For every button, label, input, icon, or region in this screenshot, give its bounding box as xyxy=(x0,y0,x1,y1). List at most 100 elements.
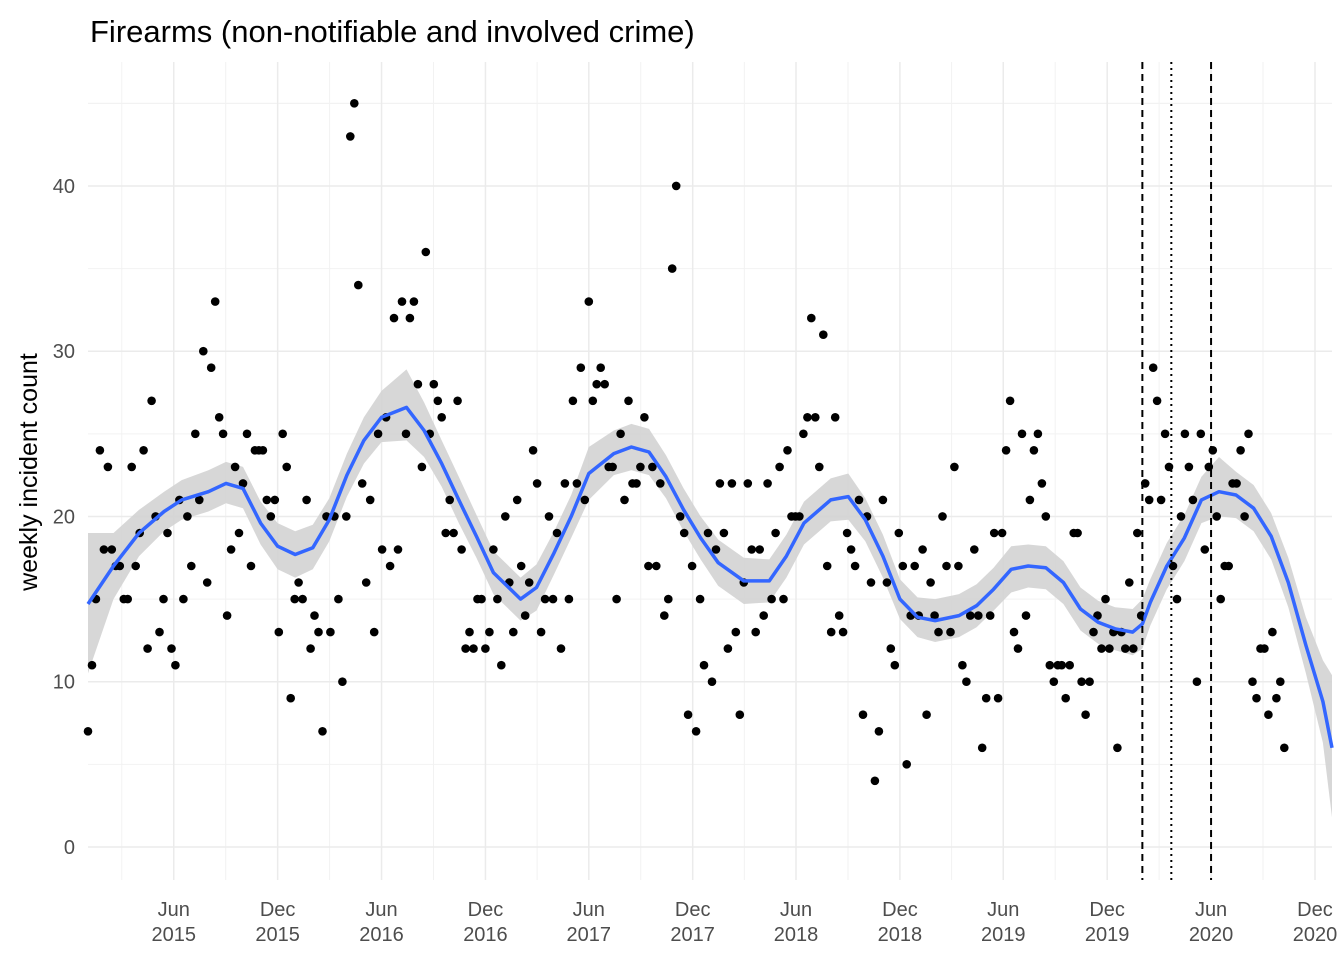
data-point xyxy=(624,396,633,406)
y-tick-label: 30 xyxy=(53,341,75,363)
data-point xyxy=(572,479,582,488)
data-points xyxy=(83,99,1289,786)
data-point xyxy=(501,512,510,521)
data-point xyxy=(850,561,860,571)
chart-title: Firearms (non-notifiable and involved cr… xyxy=(90,14,695,49)
data-point xyxy=(520,611,530,620)
data-point xyxy=(1248,677,1257,686)
data-point xyxy=(127,462,136,472)
data-point xyxy=(536,627,546,637)
data-point xyxy=(413,379,423,389)
data-point xyxy=(1009,627,1019,637)
data-point xyxy=(1013,644,1023,653)
data-point xyxy=(457,545,466,554)
data-point xyxy=(1260,644,1269,653)
data-point xyxy=(687,561,697,571)
x-tick-month-label: Dec xyxy=(260,899,296,921)
data-point xyxy=(191,429,200,439)
data-point xyxy=(644,561,653,571)
data-point xyxy=(421,247,431,257)
data-point xyxy=(954,561,963,571)
data-point xyxy=(799,429,808,439)
data-point xyxy=(1077,677,1086,686)
x-tick-year-label: 2016 xyxy=(359,924,404,946)
data-point xyxy=(775,462,784,472)
data-point xyxy=(318,727,327,736)
data-point xyxy=(445,495,455,505)
data-point xyxy=(703,528,713,538)
data-point xyxy=(993,693,1003,703)
data-point xyxy=(326,627,335,637)
data-point xyxy=(1156,495,1166,505)
data-point xyxy=(1272,693,1281,703)
data-point xyxy=(842,528,852,538)
data-point xyxy=(711,545,721,554)
data-point xyxy=(234,528,244,538)
grid-major xyxy=(88,62,1332,880)
data-point xyxy=(910,561,919,571)
data-point xyxy=(350,99,359,108)
data-point xyxy=(600,379,609,389)
data-point xyxy=(294,578,303,587)
data-point xyxy=(592,379,601,389)
data-point xyxy=(564,594,574,604)
y-tick-label: 0 xyxy=(64,837,75,859)
data-point xyxy=(222,611,232,620)
data-point xyxy=(1021,611,1031,620)
data-point xyxy=(974,611,983,620)
data-point xyxy=(449,528,458,538)
data-point xyxy=(298,594,307,604)
x-tick-month-label: Dec xyxy=(1297,899,1333,921)
data-point xyxy=(143,644,152,653)
data-point xyxy=(1160,429,1170,439)
data-point xyxy=(123,594,132,604)
data-point xyxy=(147,396,156,406)
data-point xyxy=(540,594,550,604)
data-point xyxy=(1125,578,1134,587)
data-point xyxy=(1232,479,1241,488)
data-point xyxy=(214,413,224,422)
y-axis-title: weekly incident count xyxy=(15,353,43,592)
data-point xyxy=(890,660,900,670)
data-point xyxy=(552,528,562,538)
data-point xyxy=(918,545,927,554)
data-point xyxy=(433,396,443,406)
data-point xyxy=(660,611,669,620)
data-point xyxy=(866,578,876,587)
x-axis-ticks: Jun 2015 Dec 2015 Jun 2016 Dec 2016 Jun 2017 Dec 20… xyxy=(151,899,1337,946)
data-point xyxy=(306,644,315,653)
data-point xyxy=(238,479,248,488)
data-point xyxy=(1089,627,1098,637)
data-point xyxy=(246,561,256,571)
data-point xyxy=(1041,512,1051,521)
data-point xyxy=(882,578,892,587)
data-point xyxy=(576,363,586,373)
x-tick-year-label: 2020 xyxy=(1189,924,1234,946)
data-point xyxy=(755,545,764,554)
data-point xyxy=(206,363,216,373)
data-point xyxy=(985,611,995,620)
data-point xyxy=(397,297,407,306)
data-point xyxy=(834,611,844,620)
data-point xyxy=(942,561,951,571)
data-point xyxy=(365,495,375,505)
data-point xyxy=(357,479,367,488)
data-point xyxy=(719,528,729,538)
data-point xyxy=(441,528,451,538)
data-point xyxy=(290,594,300,604)
data-point xyxy=(938,512,947,521)
data-point xyxy=(656,479,665,488)
data-point xyxy=(465,627,474,637)
data-point xyxy=(652,561,661,571)
data-point xyxy=(830,413,840,422)
data-point xyxy=(1188,495,1198,505)
data-point xyxy=(314,627,323,637)
data-point xyxy=(405,313,415,323)
data-point xyxy=(171,660,180,670)
data-point xyxy=(1081,710,1090,719)
data-point xyxy=(286,693,296,703)
x-tick-month-label: Dec xyxy=(1089,899,1125,921)
data-point xyxy=(409,297,419,306)
data-point xyxy=(926,578,935,587)
data-point xyxy=(346,132,355,141)
